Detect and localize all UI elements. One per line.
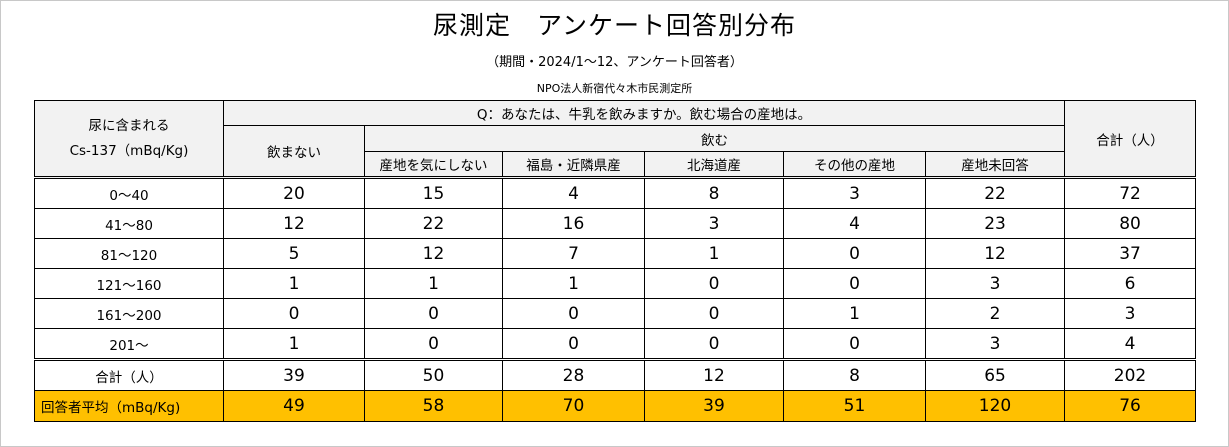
table-cell: 3	[783, 177, 926, 209]
table-cell: 80	[1064, 208, 1197, 239]
table-row: 121～160 1 1 1 0 0 3 6	[34, 268, 1197, 299]
table-cell: 12	[644, 359, 784, 391]
organization-name: NPO法人新宿代々木市民測定所	[536, 82, 693, 95]
range-label: 161～200	[34, 298, 224, 329]
table-cell: 12	[223, 208, 365, 239]
drink-column-header: 産地を気にしない	[364, 151, 503, 179]
table-cell: 1	[364, 268, 503, 299]
table-cell: 0	[502, 328, 645, 361]
distribution-table: 尿に含まれる Cs-137（mBq/Kg) Q：あなたは、牛乳を飲みますか。飲む…	[34, 100, 1197, 422]
range-label: 121～160	[34, 268, 224, 299]
table-cell: 0	[783, 268, 926, 299]
table-row: 41～80 12 22 16 3 4 23 80	[34, 208, 1197, 239]
table-cell: 72	[1064, 177, 1197, 209]
table-cell: 15	[364, 177, 503, 209]
table-cell: 8	[644, 177, 784, 209]
table-cell: 0	[364, 298, 503, 329]
page-subtitle: （期間・2024/1～12、アンケート回答者）	[486, 55, 743, 70]
table-cell: 4	[1064, 328, 1197, 361]
table-cell: 12	[364, 238, 503, 269]
table-cell: 6	[1064, 268, 1197, 299]
table-cell: 65	[924, 359, 1066, 391]
drink-column-header: 北海道産	[644, 151, 784, 179]
table-cell: 1	[502, 268, 645, 299]
table-cell: 1	[644, 238, 784, 269]
total-header: 合計（人）	[1064, 100, 1197, 179]
table-cell: 16	[502, 208, 645, 239]
table-cell: 3	[644, 208, 784, 239]
table-cell: 0	[644, 268, 784, 299]
table-cell: 39	[644, 390, 784, 422]
table-cell: 0	[783, 328, 926, 361]
drink-column-header: その他の産地	[783, 151, 926, 179]
table-cell: 0	[502, 298, 645, 329]
drink-column-header: 福島・近隣県産	[502, 151, 645, 179]
table-cell: 5	[223, 238, 365, 269]
table-row: 161～200 0 0 0 0 1 2 3	[34, 298, 1197, 329]
table-cell: 37	[1064, 238, 1197, 269]
drink-header: 飲む	[363, 125, 1066, 152]
table-cell: 0	[783, 238, 926, 269]
question-header: Q：あなたは、牛乳を飲みますか。飲む場合の産地は。	[222, 100, 1066, 126]
table-cell: 0	[644, 298, 784, 329]
table-cell: 4	[502, 177, 645, 209]
total-row-label: 合計（人）	[34, 359, 224, 391]
average-row: 回答者平均（mBq/Kg) 49 58 70 39 51 120 76	[34, 390, 1197, 422]
table-cell: 2	[924, 298, 1066, 329]
table-cell: 1	[223, 268, 365, 299]
table-cell: 22	[364, 208, 503, 239]
table-cell: 70	[502, 390, 645, 422]
table-cell: 120	[924, 390, 1066, 422]
table-cell: 7	[502, 238, 645, 269]
table-cell: 76	[1064, 390, 1197, 422]
table-cell: 22	[924, 177, 1066, 209]
table-cell: 23	[924, 208, 1066, 239]
row-header-cell: 尿に含まれる Cs-137（mBq/Kg)	[34, 100, 224, 179]
range-label: 201～	[34, 328, 224, 361]
table-cell: 0	[364, 328, 503, 361]
table-cell: 1	[783, 298, 926, 329]
range-label: 81～120	[34, 238, 224, 269]
table-cell: 49	[223, 390, 365, 422]
no-drink-header: 飲まない	[223, 125, 365, 179]
table-row: 201～ 1 0 0 0 0 3 4	[34, 328, 1197, 361]
table-cell: 28	[502, 359, 645, 391]
total-row: 合計（人） 39 50 28 12 8 65 202	[34, 359, 1197, 391]
table-cell: 1	[223, 328, 365, 361]
row-header-line1: 尿に含まれる	[88, 117, 170, 134]
table-cell: 12	[924, 238, 1066, 269]
table-cell: 39	[223, 359, 365, 391]
range-label: 0～40	[34, 177, 224, 209]
table-cell: 3	[1064, 298, 1197, 329]
table-cell: 51	[783, 390, 926, 422]
page-title: 尿測定 アンケート回答別分布	[432, 11, 796, 40]
table-cell: 202	[1064, 359, 1197, 391]
drink-column-header: 産地未回答	[924, 151, 1066, 179]
table-cell: 0	[223, 298, 365, 329]
table-cell: 4	[783, 208, 926, 239]
table-cell: 58	[364, 390, 503, 422]
row-header-line2: Cs-137（mBq/Kg)	[69, 142, 189, 159]
range-label: 41～80	[34, 208, 224, 239]
table-cell: 0	[644, 328, 784, 361]
table-cell: 50	[364, 359, 503, 391]
table-cell: 20	[223, 177, 365, 209]
table-cell: 3	[924, 328, 1066, 361]
table-row: 81～120 5 12 7 1 0 12 37	[34, 238, 1197, 269]
table-row: 0～40 20 15 4 8 3 22 72	[34, 177, 1197, 209]
table-cell: 8	[783, 359, 926, 391]
table-cell: 3	[924, 268, 1066, 299]
average-row-label: 回答者平均（mBq/Kg)	[34, 390, 224, 422]
